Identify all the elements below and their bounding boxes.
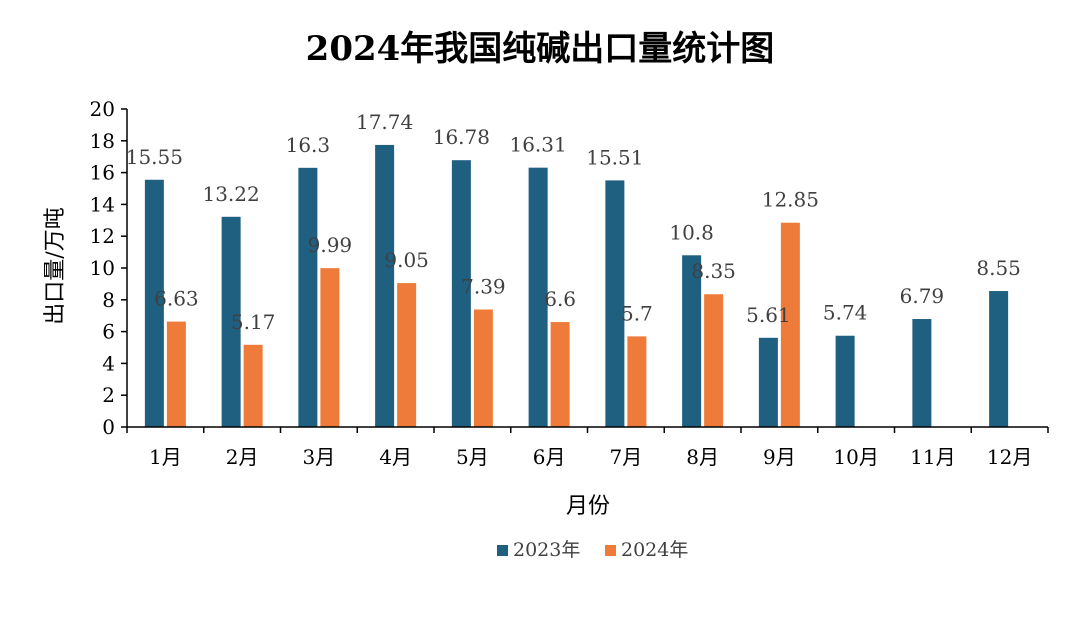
- bar-series1: [221, 216, 241, 427]
- x-tick-label: 6月: [533, 445, 566, 469]
- x-tick-label: 8月: [686, 445, 719, 469]
- x-tick-label: 1月: [149, 445, 182, 469]
- bar-series2: [397, 283, 417, 427]
- x-tick-label: 12月: [987, 445, 1032, 469]
- data-label: 8.35: [691, 259, 736, 283]
- data-label: 15.51: [586, 145, 643, 169]
- chart-title: 2024年我国纯碱出口量统计图: [306, 29, 775, 69]
- bar-series1: [682, 255, 702, 427]
- data-label: 12.85: [762, 188, 819, 212]
- y-tick-label: 6: [102, 320, 115, 344]
- data-label: 10.8: [669, 220, 714, 244]
- x-tick-label: 9月: [763, 445, 796, 469]
- data-label: 5.7: [621, 301, 653, 325]
- data-label: 7.39: [461, 274, 506, 298]
- data-label: 16.3: [286, 133, 331, 157]
- y-tick-label: 16: [90, 161, 115, 185]
- data-label: 5.61: [746, 303, 791, 327]
- x-tick-label: 4月: [379, 445, 412, 469]
- y-axis-title: 出口量/万吨: [43, 207, 68, 324]
- bar-series2: [243, 344, 263, 427]
- x-tick-label: 3月: [303, 445, 336, 469]
- y-tick-label: 14: [90, 192, 115, 216]
- legend-label: 2024年: [621, 539, 688, 561]
- bar-series2: [627, 336, 647, 427]
- x-tick-label: 11月: [910, 445, 955, 469]
- y-tick-label: 4: [102, 351, 115, 375]
- x-tick-label: 10月: [833, 445, 878, 469]
- y-tick-label: 20: [90, 97, 115, 121]
- data-label: 16.78: [433, 125, 490, 149]
- y-tick-label: 12: [90, 224, 115, 248]
- data-label: 5.74: [823, 301, 868, 325]
- plot-area: 0 2 4 6 8 10 12 14 16 18 20 1月 2月 3月 4月 5月 6月 7月 8月 9月 10月 11…: [90, 97, 1049, 469]
- data-label: 6.6: [544, 287, 576, 311]
- bar-series1: [375, 144, 395, 427]
- data-label: 5.17: [231, 310, 276, 334]
- bar-series1: [835, 335, 855, 427]
- bar-series2: [320, 268, 340, 427]
- data-label: 6.79: [900, 284, 945, 308]
- bar-series2: [704, 294, 724, 427]
- x-tick-label: 7月: [610, 445, 643, 469]
- data-label: 6.63: [154, 287, 199, 311]
- bar-series1: [912, 319, 932, 427]
- y-tick-label: 8: [102, 288, 115, 312]
- data-label: 15.55: [126, 145, 183, 169]
- data-label: 16.31: [509, 133, 566, 157]
- y-tick-label: 10: [90, 256, 115, 280]
- x-axis-title: 月份: [566, 494, 610, 519]
- y-tick-label: 18: [90, 129, 115, 153]
- bar-series2: [550, 322, 570, 427]
- bar-series2: [166, 321, 186, 427]
- bar-series2: [473, 309, 493, 427]
- legend-label: 2023年: [513, 539, 580, 561]
- bar-series1: [758, 337, 778, 427]
- legend-swatch: [497, 545, 508, 556]
- bar-series1: [451, 160, 471, 427]
- data-label: 9.05: [384, 248, 429, 272]
- y-tick-label: 0: [102, 415, 115, 439]
- data-label: 9.99: [308, 233, 353, 257]
- bar-series1: [989, 291, 1009, 427]
- bar-series1: [144, 179, 164, 427]
- bar-series1: [298, 167, 318, 427]
- data-label: 8.55: [976, 256, 1021, 280]
- y-tick-label: 2: [102, 383, 115, 407]
- data-label: 13.22: [202, 182, 259, 206]
- bar-series1: [605, 180, 625, 427]
- bar-series2: [780, 222, 800, 427]
- x-tick-label: 5月: [456, 445, 489, 469]
- legend-swatch: [605, 545, 616, 556]
- legend: 2023年 2024年: [497, 539, 688, 561]
- x-tick-label: 2月: [226, 445, 259, 469]
- bar-series1: [528, 167, 548, 427]
- data-label: 17.74: [356, 110, 413, 134]
